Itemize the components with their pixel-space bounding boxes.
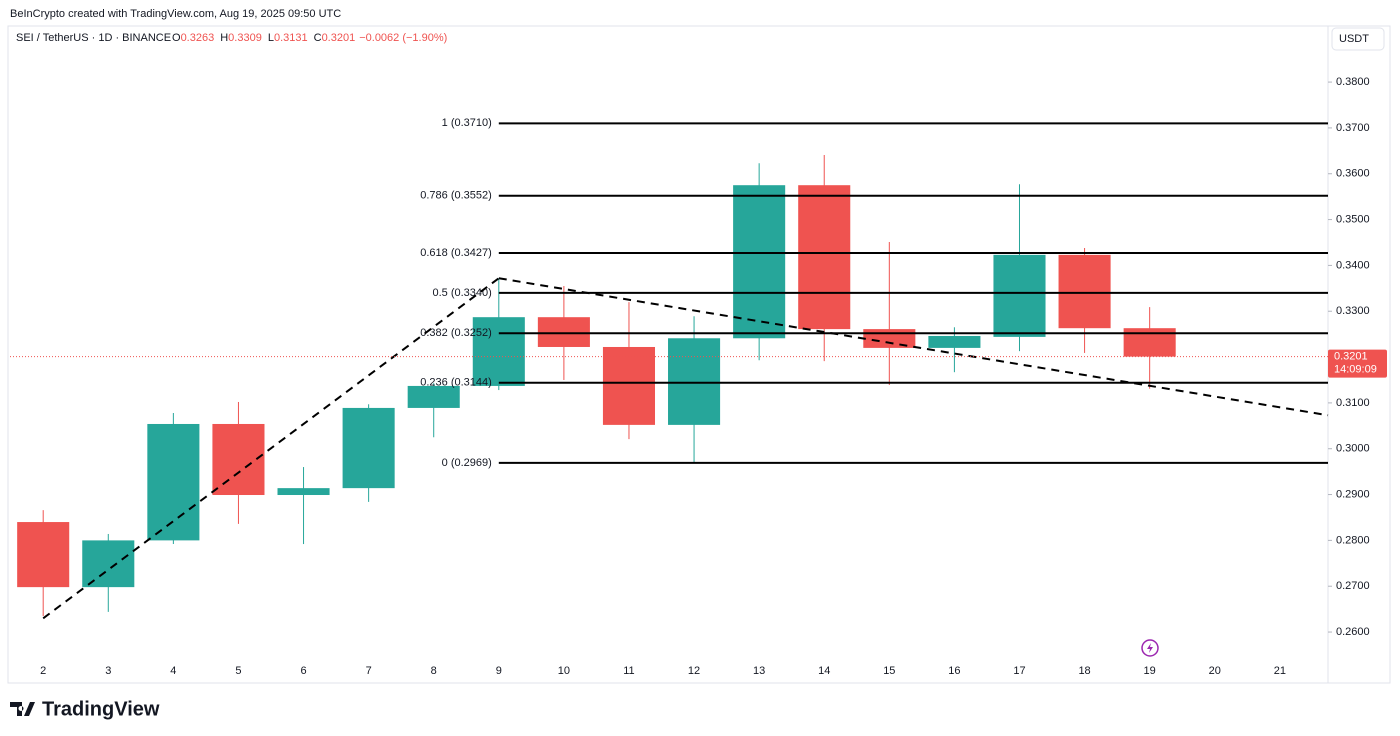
x-tick-label: 5 (235, 665, 241, 677)
candle-body (928, 335, 981, 348)
candle-body (863, 329, 916, 348)
y-tick-label: 0.2900 (1336, 488, 1370, 500)
fib-label: 0.382 (0.3252) (420, 327, 492, 339)
y-tick-label: 0.3700 (1336, 122, 1370, 134)
x-tick-label: 6 (300, 665, 306, 677)
x-tick-label: 8 (431, 665, 437, 677)
x-tick-label: 11 (623, 665, 634, 677)
candle-body (147, 423, 200, 541)
x-tick-label: 4 (170, 665, 176, 677)
fib-label: 0.618 (0.3427) (420, 247, 492, 259)
x-tick-label: 19 (1144, 665, 1156, 677)
fib-label: 1 (0.3710) (442, 117, 492, 129)
candle-body (733, 185, 786, 339)
x-tick-label: 9 (496, 665, 502, 677)
y-tick-label: 0.3000 (1336, 443, 1370, 455)
candle-body (993, 254, 1046, 337)
x-tick-label: 14 (818, 665, 830, 677)
y-tick-label: 0.3400 (1336, 259, 1370, 271)
currency-box[interactable] (1331, 27, 1385, 51)
candle-body (342, 407, 395, 489)
legend-key: H (220, 32, 228, 44)
credit: BeInCrypto created with TradingView.com,… (10, 8, 341, 20)
y-tick-label: 0.2600 (1336, 626, 1370, 638)
legend-value: 0.3263 (181, 32, 215, 44)
y-tick-label: 0.3100 (1336, 397, 1370, 409)
ohlc-legend: O0.3263 H0.3309 L0.3131 C0.3201 −0.0062 (−1.… (172, 32, 447, 44)
legend-value: 0.3131 (274, 32, 308, 44)
logo-icon (10, 702, 35, 716)
candle-body (537, 317, 590, 347)
event-bolt (1147, 643, 1153, 653)
logo-text: TradingView (42, 698, 160, 720)
legend-value: 0.3201 (322, 32, 356, 44)
symbol: SEI / TetherUS · 1D · BINANCE (16, 32, 171, 44)
candle-body (17, 522, 70, 588)
x-tick-label: 13 (753, 665, 765, 677)
candle-body (472, 317, 525, 386)
y-tick-label: 0.3300 (1336, 305, 1370, 317)
chart-frame (7, 25, 1391, 684)
y-tick-label: 0.3500 (1336, 213, 1370, 225)
candle-body (277, 488, 330, 496)
x-tick-label: 18 (1078, 665, 1090, 677)
y-tick-label: 0.2700 (1336, 580, 1370, 592)
fib-label: 0 (0.2969) (442, 457, 492, 469)
countdown: 14:09:09 (1334, 364, 1377, 376)
candle-body (407, 385, 460, 408)
legend-value: 0.3309 (228, 32, 262, 44)
x-tick-label: 2 (40, 665, 46, 677)
fib-label: 0.786 (0.3552) (420, 190, 492, 202)
legend-key: L (268, 32, 274, 44)
candle-body (212, 423, 265, 496)
x-tick-label: 16 (948, 665, 960, 677)
x-tick-label: 3 (105, 665, 111, 677)
x-tick-label: 15 (883, 665, 895, 677)
legend-key: O (172, 32, 181, 44)
y-tick-label: 0.3600 (1336, 168, 1370, 180)
trendline (42, 277, 500, 620)
candle-body (1058, 254, 1111, 329)
trendline (498, 277, 1329, 417)
legend-key: C (314, 32, 322, 44)
currency[interactable]: USDT (1339, 33, 1369, 45)
candle-body (668, 338, 721, 425)
x-tick-label: 10 (558, 665, 570, 677)
x-tick-label: 7 (366, 665, 372, 677)
price-label: 0.3201 (1334, 351, 1368, 363)
fib-label: 0.236 (0.3144) (420, 377, 492, 389)
event-icon[interactable] (1141, 639, 1159, 657)
price-box (1328, 349, 1387, 378)
candle-body (602, 346, 656, 425)
x-tick-label: 17 (1013, 665, 1025, 677)
x-tick-label: 12 (688, 665, 700, 677)
y-tick-label: 0.2800 (1336, 534, 1370, 546)
x-tick-label: 21 (1274, 665, 1286, 677)
candle-body (82, 540, 135, 588)
candle-body (798, 185, 851, 330)
x-tick-label: 20 (1209, 665, 1221, 677)
fib-label: 0.5 (0.3340) (432, 287, 491, 299)
y-tick-label: 0.3800 (1336, 76, 1370, 88)
legend-change: −0.0062 (−1.90%) (359, 32, 447, 44)
